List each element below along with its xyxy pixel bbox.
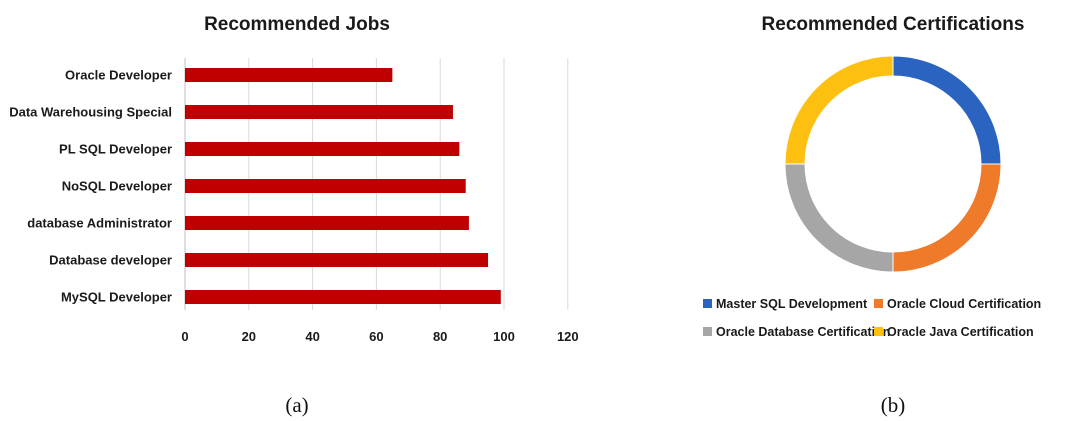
legend-label: Oracle Database Certification bbox=[716, 325, 890, 339]
category-label: database Administrator bbox=[27, 216, 172, 231]
x-tick-label: 100 bbox=[493, 329, 515, 344]
caption-b: (b) bbox=[881, 393, 906, 417]
donut-slices bbox=[784, 55, 1002, 273]
x-tick-label: 20 bbox=[242, 329, 256, 344]
legend-swatch bbox=[874, 327, 883, 336]
bar bbox=[185, 179, 466, 193]
category-label: Oracle Developer bbox=[65, 68, 172, 83]
category-label: PL SQL Developer bbox=[59, 142, 172, 157]
bar bbox=[185, 216, 469, 230]
bar bbox=[185, 253, 489, 267]
x-tick-label: 40 bbox=[305, 329, 319, 344]
bar-category-labels: Oracle Developer Data Warehousing Special… bbox=[9, 68, 172, 305]
bar bbox=[185, 68, 393, 82]
donut-legend: Master SQL Development Oracle Cloud Certi… bbox=[703, 297, 1041, 339]
donut-slice bbox=[784, 55, 894, 165]
x-tick-label: 80 bbox=[433, 329, 447, 344]
caption-a: (a) bbox=[285, 393, 308, 417]
bar-series bbox=[185, 68, 501, 304]
legend-label: Master SQL Development bbox=[716, 297, 868, 311]
x-tick-label: 0 bbox=[181, 329, 188, 344]
certifications-donut-chart: Recommended Certifications Master SQL De… bbox=[703, 14, 1041, 339]
category-label: Data Warehousing Special bbox=[9, 105, 172, 120]
legend-label: Oracle Cloud Certification bbox=[887, 297, 1041, 311]
donut-slice bbox=[784, 163, 894, 273]
x-tick-label: 120 bbox=[557, 329, 579, 344]
bar bbox=[185, 105, 453, 119]
jobs-bar-chart: Recommended Jobs Oracle Developer Data Wa… bbox=[9, 14, 578, 344]
category-label: MySQL Developer bbox=[61, 290, 172, 305]
bar bbox=[185, 142, 460, 156]
bar-x-tick-labels: 0 20 40 60 80 100 120 bbox=[181, 329, 578, 344]
donut-slice bbox=[892, 55, 1002, 165]
certs-chart-title: Recommended Certifications bbox=[762, 14, 1025, 35]
legend-swatch bbox=[703, 327, 712, 336]
donut-slice bbox=[892, 163, 1002, 273]
bar bbox=[185, 290, 501, 304]
x-tick-label: 60 bbox=[369, 329, 383, 344]
legend-swatch bbox=[874, 299, 883, 308]
jobs-chart-title: Recommended Jobs bbox=[204, 14, 390, 35]
legend-label: Oracle Java Certification bbox=[887, 325, 1034, 339]
category-label: NoSQL Developer bbox=[62, 179, 172, 194]
category-label: Database developer bbox=[49, 253, 172, 268]
legend-swatch bbox=[703, 299, 712, 308]
